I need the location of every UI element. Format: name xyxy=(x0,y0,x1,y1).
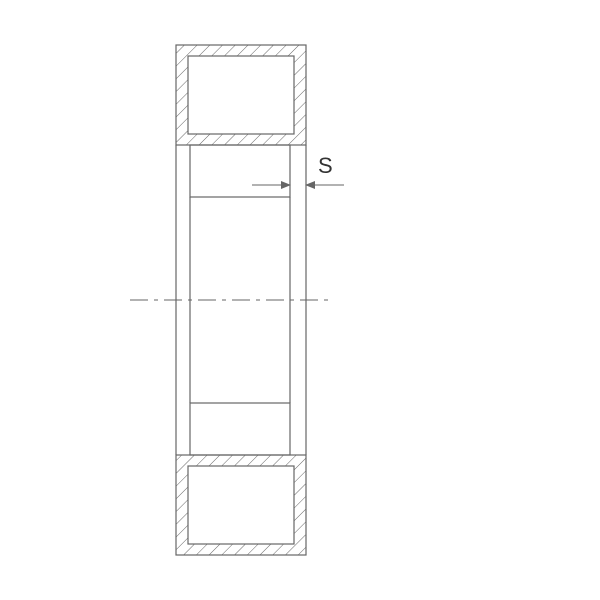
dimension-label-s: S xyxy=(318,153,333,179)
bearing-section-diagram: S xyxy=(0,0,600,600)
